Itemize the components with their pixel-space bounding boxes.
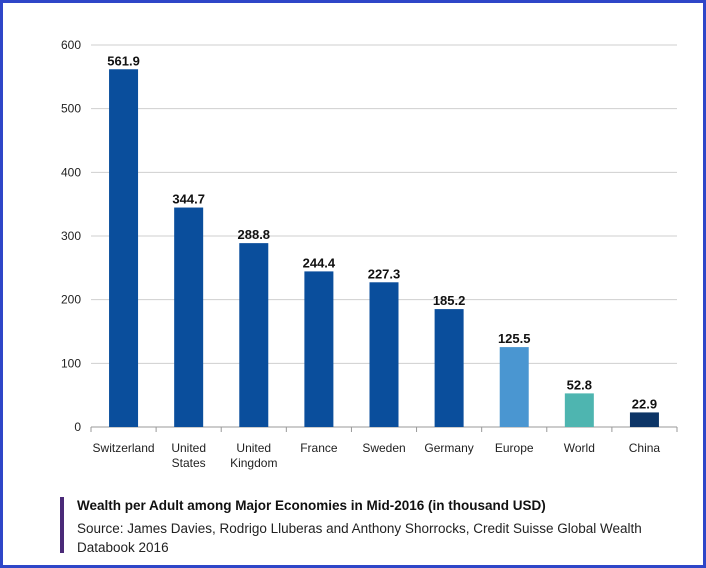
bar xyxy=(434,309,464,427)
data-label: 22.9 xyxy=(632,396,657,411)
x-tick-label: Europe xyxy=(495,441,534,455)
y-tick-label: 300 xyxy=(61,229,81,243)
y-tick-label: 500 xyxy=(61,102,81,116)
x-tick-label-line: Kingdom xyxy=(230,456,277,470)
bar-chart: 0 100 200 300 400 500 600 561.9 Switzerland 344.7… xyxy=(61,38,678,470)
bar xyxy=(369,282,399,427)
chart-source: Source: James Davies, Rodrigo Lluberas a… xyxy=(77,521,642,555)
caption-accent-bar xyxy=(60,497,64,553)
y-tick-label: 400 xyxy=(61,165,81,179)
bar xyxy=(109,69,139,427)
x-tick-label: United Kingdom xyxy=(230,441,277,470)
x-tick-label-line: World xyxy=(564,441,595,455)
data-label: 52.8 xyxy=(567,377,592,392)
x-tick-label-line: United xyxy=(236,441,271,455)
chart-title: Wealth per Adult among Major Economies i… xyxy=(77,498,546,513)
x-tick-label-line: Sweden xyxy=(362,441,405,455)
x-tick-label: United States xyxy=(171,441,206,470)
bar xyxy=(174,207,204,427)
data-label: 561.9 xyxy=(107,53,140,68)
x-tick-label-line: United xyxy=(171,441,206,455)
x-tick-label-line: France xyxy=(300,441,338,455)
bar xyxy=(629,412,659,427)
y-tick-label: 600 xyxy=(61,38,81,52)
x-tick-label-line: China xyxy=(629,441,661,455)
x-tick-label: World xyxy=(564,441,595,455)
x-tick-label-line: Germany xyxy=(424,441,473,455)
x-tick-label: China xyxy=(629,441,661,455)
data-label: 125.5 xyxy=(498,331,531,346)
x-tick-label: Switzerland xyxy=(93,441,155,455)
x-tick-label-line: Europe xyxy=(495,441,534,455)
x-tick-label-line: Switzerland xyxy=(93,441,155,455)
data-label: 288.8 xyxy=(238,227,271,242)
bar xyxy=(239,243,269,427)
x-tick-label: Sweden xyxy=(362,441,405,455)
data-label: 244.4 xyxy=(303,255,336,270)
data-label: 227.3 xyxy=(368,266,401,281)
data-label: 344.7 xyxy=(172,192,205,207)
y-tick-label: 200 xyxy=(61,293,81,307)
bar xyxy=(304,271,334,427)
x-tick-label: Germany xyxy=(424,441,473,455)
x-tick-label: France xyxy=(300,441,338,455)
bar xyxy=(499,347,529,427)
x-tick-label-line: States xyxy=(172,456,206,470)
y-tick-label: 100 xyxy=(61,356,81,370)
data-label: 185.2 xyxy=(433,293,466,308)
y-tick-label: 0 xyxy=(74,420,81,434)
bar xyxy=(564,393,594,427)
